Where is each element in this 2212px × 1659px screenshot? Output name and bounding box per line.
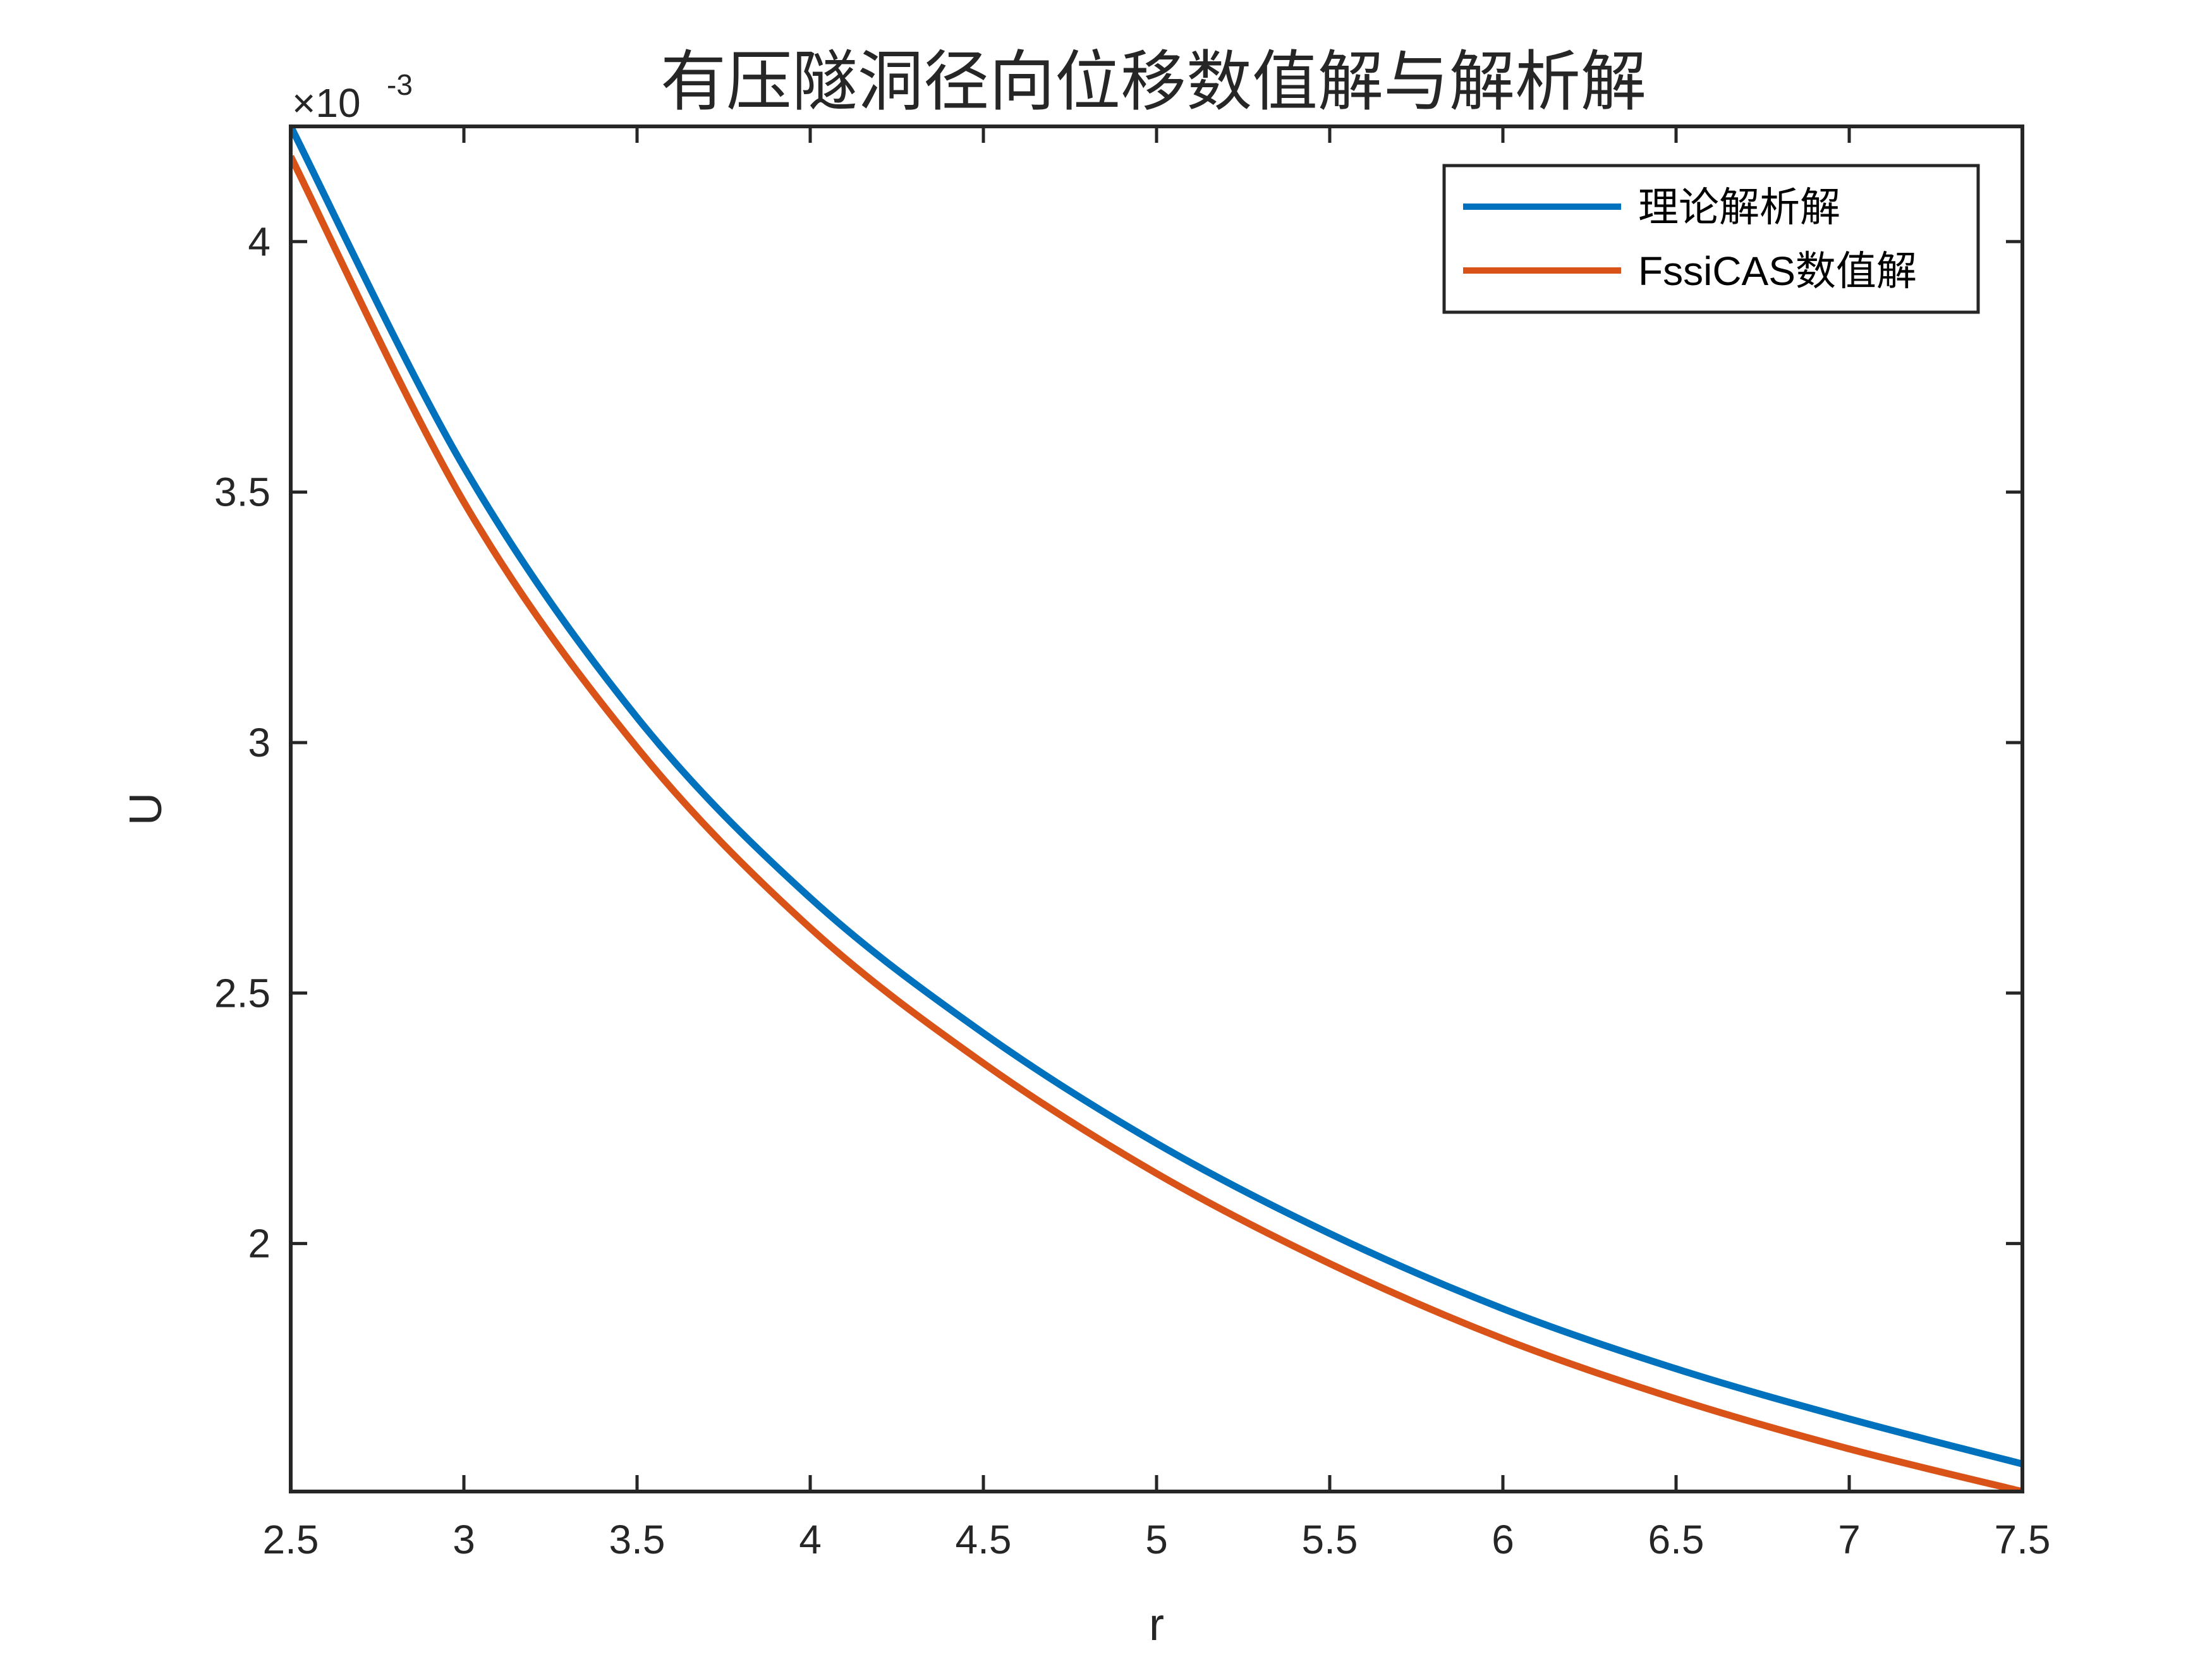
legend-label-fssicas: FssiCAS数值解 [1638,248,1917,294]
y-tick-label: 3.5 [214,470,270,515]
x-axis-label: r [1149,1600,1164,1650]
y-tick-label: 2.5 [214,970,270,1016]
x-tick-label: 5.5 [1302,1517,1358,1562]
series-line-theory [291,126,2022,1468]
legend-box [1442,164,1980,314]
plot-frame [289,125,2024,1493]
x-tick-label: 5 [1145,1517,1168,1562]
x-tick-label: 4.5 [956,1517,1012,1562]
ticks-layer: 2.5 3 3.5 4 4.5 5 5.5 6 6.5 7 7.5 2 2.5 3 3.5 4 [214,126,2050,1562]
y-tick-label: 3 [248,720,270,765]
x-tick-label: 3.5 [609,1517,665,1562]
y-exponent-power: -3 [387,68,413,101]
x-tick-label: 6 [1492,1517,1514,1562]
legend-label-theory: 理论解析解 [1638,185,1840,230]
legend: 理论解析解 FssiCAS数值解 [1442,164,1980,314]
x-tick-label: 6.5 [1648,1517,1705,1562]
chart-title: 有压隧洞径向位移数值解与解析解 [660,43,1646,120]
x-tick-label: 3 [453,1517,475,1562]
x-tick-label: 2.5 [263,1517,319,1562]
y-tick-label: 2 [248,1221,270,1267]
y-tick-label: 4 [248,219,270,264]
x-tick-label: 7 [1838,1517,1861,1562]
x-tick-label: 4 [799,1517,822,1562]
y-exponent-base: ×10 [292,80,361,126]
y-exponent-label: ×10 -3 [292,68,413,126]
series-layer [291,126,2022,1492]
x-tick-label: 7.5 [1995,1517,2051,1562]
series-line-fssicas [291,155,2022,1492]
y-axis-label: U [121,793,171,825]
